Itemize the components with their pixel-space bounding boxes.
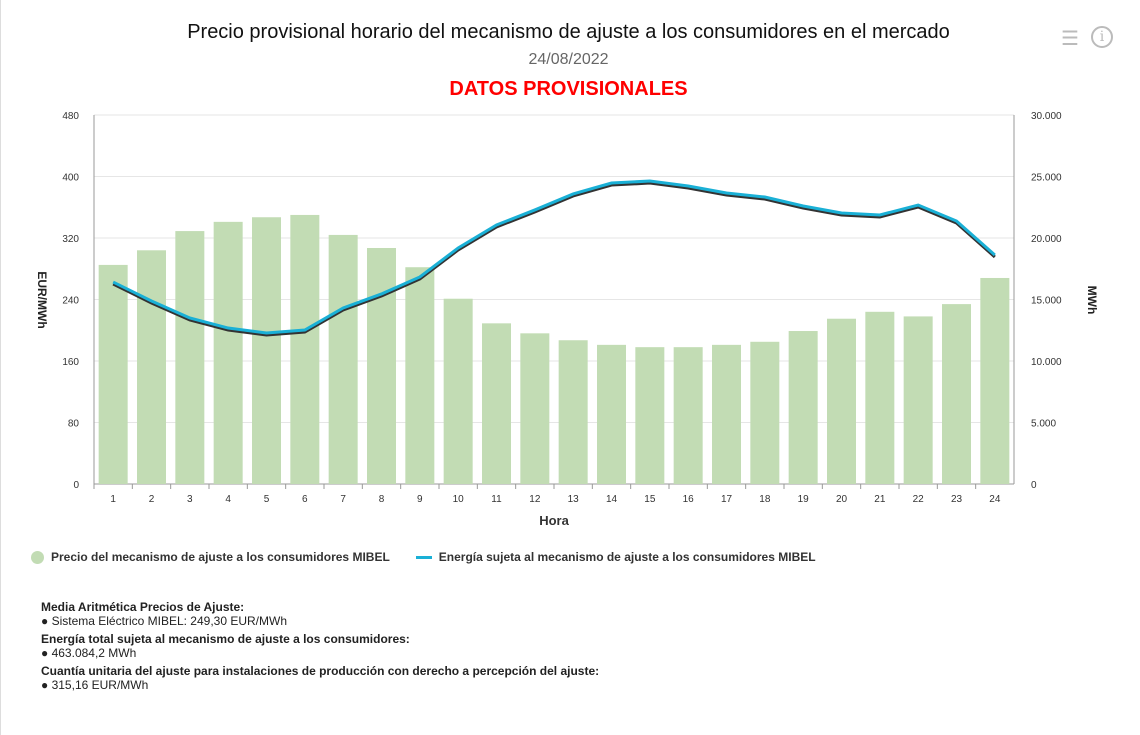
y-tick-label: 400 bbox=[62, 173, 79, 184]
info-circle-icon[interactable]: i bbox=[1091, 26, 1113, 48]
bar bbox=[827, 318, 856, 484]
bar bbox=[788, 331, 818, 484]
bar bbox=[635, 347, 665, 484]
x-tick-label: 9 bbox=[417, 494, 423, 505]
y2-tick-label: 25.000 bbox=[1031, 173, 1062, 184]
x-tick-label: 12 bbox=[529, 494, 541, 505]
provisional-notice: DATOS PROVISIONALES bbox=[449, 78, 688, 100]
x-tick-label: 3 bbox=[187, 494, 193, 505]
x-tick-label: 4 bbox=[225, 494, 231, 505]
legend: Precio del mecanismo de ajuste a los con… bbox=[31, 550, 816, 564]
summary-info: Media Aritmética Precios de Ajuste: ● Si… bbox=[41, 596, 599, 692]
y2-tick-label: 15.000 bbox=[1031, 296, 1062, 307]
x-tick-label: 15 bbox=[644, 494, 656, 505]
y-tick-label: 160 bbox=[62, 357, 79, 368]
info-item: ● 463.084,2 MWh bbox=[41, 646, 137, 660]
y2-tick-label: 10.000 bbox=[1031, 357, 1062, 368]
bar bbox=[673, 347, 703, 484]
bar bbox=[175, 231, 205, 484]
bar bbox=[980, 277, 1010, 484]
y-tick-label: 80 bbox=[68, 419, 80, 430]
x-tick-label: 13 bbox=[568, 494, 580, 505]
bar bbox=[712, 344, 741, 484]
bar bbox=[137, 250, 166, 484]
bar bbox=[328, 234, 358, 484]
hamburger-menu-icon[interactable]: ☰ bbox=[1061, 28, 1079, 50]
legend-dot-icon bbox=[31, 550, 44, 564]
y-axis-title: EUR/MWh bbox=[35, 271, 49, 328]
chart-title: Precio provisional horario del mecanismo… bbox=[187, 21, 950, 43]
bar bbox=[520, 333, 550, 484]
bar bbox=[290, 214, 320, 484]
bar bbox=[903, 316, 933, 484]
legend-item-price[interactable]: Precio del mecanismo de ajuste a los con… bbox=[31, 550, 390, 564]
x-tick-label: 20 bbox=[836, 494, 848, 505]
y-tick-label: 0 bbox=[73, 480, 79, 491]
x-tick-label: 18 bbox=[759, 494, 771, 505]
x-axis-title: Hora bbox=[539, 513, 569, 528]
x-tick-label: 22 bbox=[913, 494, 925, 505]
bar bbox=[558, 340, 588, 484]
bar bbox=[865, 311, 895, 484]
info-heading: Cuantía unitaria del ajuste para instala… bbox=[41, 664, 600, 678]
x-tick-label: 5 bbox=[264, 494, 270, 505]
x-tick-label: 1 bbox=[110, 494, 116, 505]
y-tick-label: 240 bbox=[62, 296, 79, 307]
x-tick-label: 21 bbox=[874, 494, 886, 505]
bar bbox=[443, 298, 473, 484]
bar bbox=[98, 264, 128, 484]
y2-tick-label: 5.000 bbox=[1031, 419, 1056, 430]
line-shadow bbox=[112, 181, 996, 337]
y2-tick-label: 0 bbox=[1031, 480, 1037, 491]
y2-axis-title: MWh bbox=[1085, 286, 1099, 315]
bar bbox=[252, 217, 281, 484]
bar bbox=[597, 344, 626, 484]
y2-tick-label: 30.000 bbox=[1031, 111, 1062, 122]
x-tick-label: 11 bbox=[491, 494, 502, 505]
x-tick-label: 16 bbox=[683, 494, 695, 505]
y-tick-label: 320 bbox=[62, 234, 79, 245]
x-tick-label: 14 bbox=[606, 494, 618, 505]
chart-subtitle: 24/08/2022 bbox=[528, 51, 609, 68]
bar bbox=[213, 221, 243, 484]
x-tick-label: 19 bbox=[798, 494, 810, 505]
bar bbox=[750, 341, 780, 484]
legend-item-energy[interactable]: Energía sujeta al mecanismo de ajuste a … bbox=[415, 550, 816, 564]
legend-line-icon bbox=[415, 555, 432, 559]
info-item: ● Sistema Eléctrico MIBEL: 249,30 EUR/MW… bbox=[41, 614, 287, 628]
x-tick-label: 2 bbox=[149, 494, 155, 505]
x-tick-label: 7 bbox=[340, 494, 346, 505]
info-item: ● 315,16 EUR/MWh bbox=[41, 678, 149, 692]
x-tick-label: 23 bbox=[951, 494, 963, 505]
x-tick-label: 8 bbox=[379, 494, 385, 505]
energy-line bbox=[112, 179, 996, 335]
y2-tick-label: 20.000 bbox=[1031, 234, 1062, 245]
y-tick-label: 480 bbox=[62, 111, 79, 122]
legend-label: Precio del mecanismo de ajuste a los con… bbox=[51, 550, 390, 564]
bar bbox=[367, 247, 396, 484]
bar bbox=[942, 304, 971, 484]
info-heading: Energía total sujeta al mecanismo de aju… bbox=[41, 632, 410, 646]
x-tick-label: 17 bbox=[721, 494, 733, 505]
legend-label: Energía sujeta al mecanismo de ajuste a … bbox=[438, 550, 816, 564]
x-tick-label: 24 bbox=[989, 494, 1001, 505]
bar bbox=[405, 267, 435, 484]
info-heading: Media Aritmética Precios de Ajuste: bbox=[41, 600, 245, 614]
bar bbox=[482, 323, 511, 484]
x-tick-label: 6 bbox=[302, 494, 308, 505]
x-tick-label: 10 bbox=[453, 494, 465, 505]
